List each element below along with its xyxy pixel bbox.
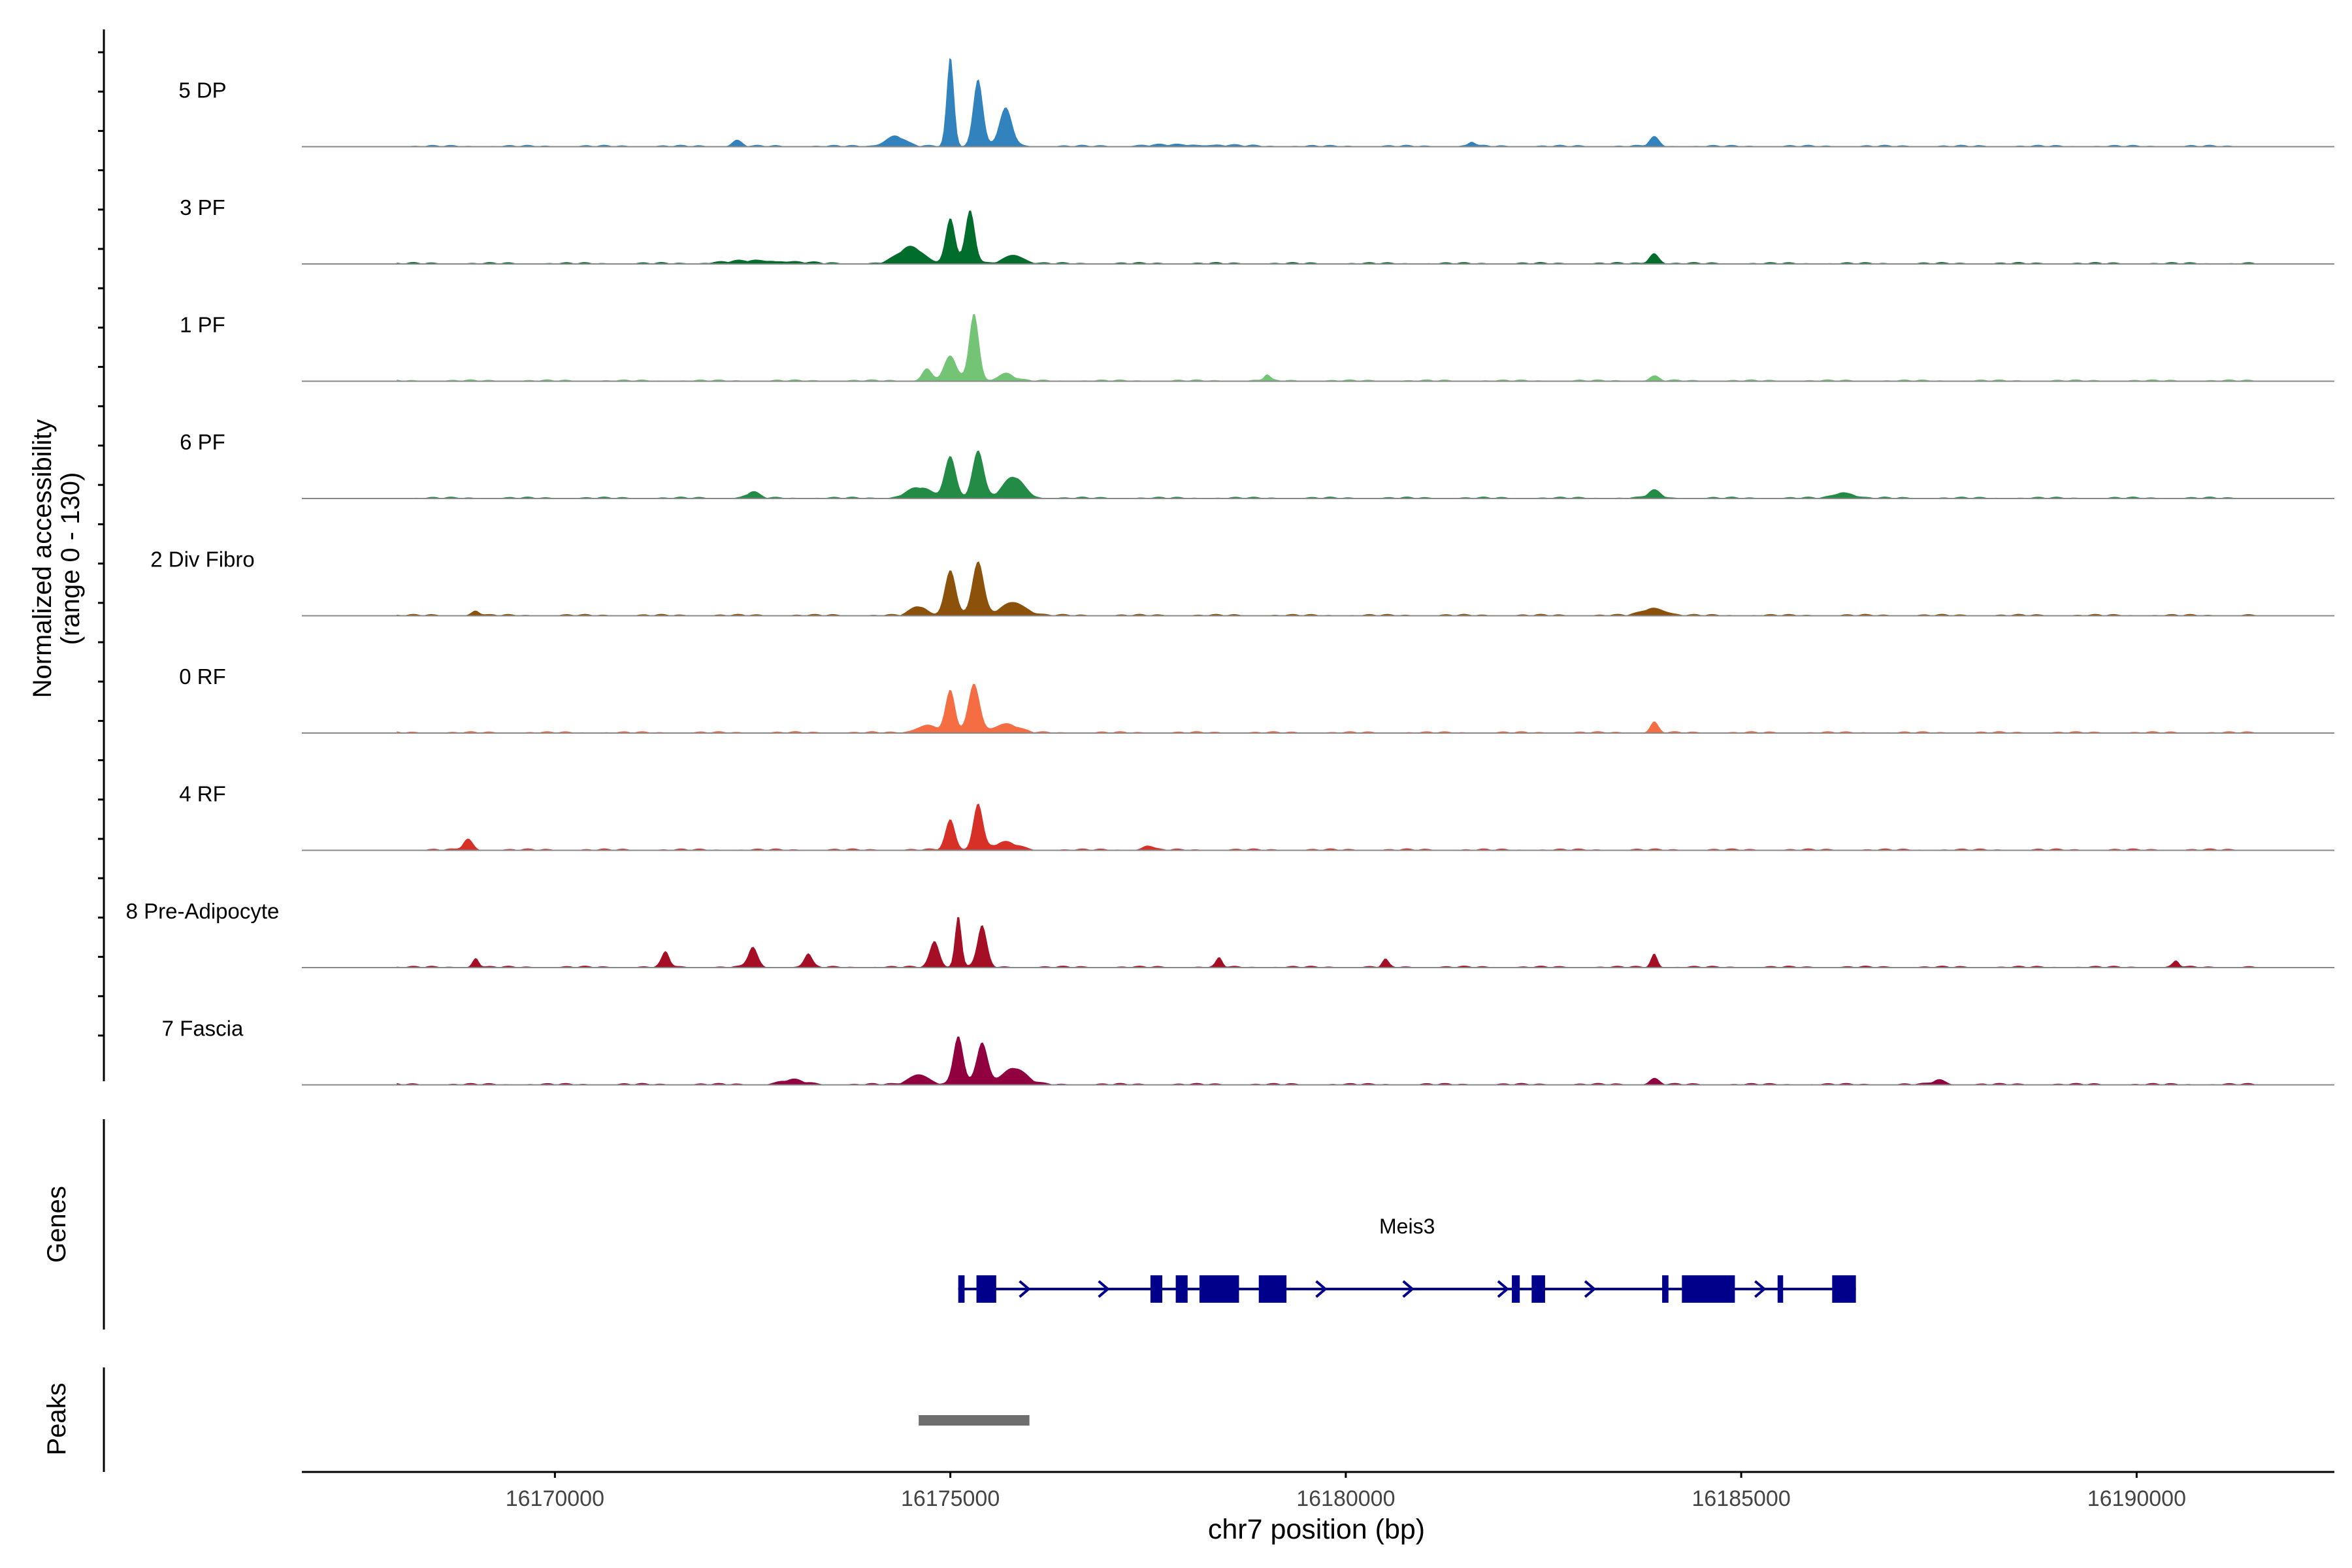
track-label: 1 PF [180,313,225,337]
genes-panel-label: Genes [42,1186,71,1263]
gene-exon [1199,1275,1239,1303]
x-axis-title: chr7 position (bp) [1208,1514,1425,1545]
x-tick-label: 16175000 [901,1486,1000,1511]
coverage-area [397,683,2255,733]
gene-strand-arrow [1098,1280,1110,1298]
track-5: 2 Div Fibro [150,547,2334,617]
coverage-area [397,1036,2255,1085]
x-tick-label: 16185000 [1691,1486,1790,1511]
gene-exon [1512,1275,1520,1303]
gene-exon [1832,1275,1856,1303]
track-1: 5 DP [178,57,2334,148]
x-tick-label: 16190000 [2087,1486,2186,1511]
track-label: 6 PF [180,430,225,454]
track-3: 1 PF [180,313,2334,382]
coverage-area [397,450,2255,498]
track-9: 7 Fascia [162,1017,2334,1086]
coverage-area [397,803,2255,851]
gene-exon [1150,1275,1163,1303]
coverage-area [397,210,2255,264]
track-label: 0 RF [179,664,226,689]
gene-strand-arrow [1019,1280,1031,1298]
track-label: 8 Pre-Adipocyte [126,899,280,923]
gene-exon [1662,1275,1669,1303]
gene-strand-arrow [1315,1280,1328,1298]
track-2: 3 PF [180,195,2334,265]
gene-exon [1682,1275,1735,1303]
gene-exon [976,1275,996,1303]
gene-exon [1777,1275,1784,1303]
gene-exon [1531,1275,1545,1303]
gene-exon [1258,1275,1287,1303]
coverage-tracks: 5 DP 3 PF 1 PF 6 PF 2 Div Fibro 0 RF 4 RF 8 Pre… [126,57,2334,1086]
peaks-panel-label: Peaks [42,1382,71,1455]
x-axis-ticks: 16170000 16175000 16180000 16185000 16190000 [506,1472,2186,1511]
y-axis-label-line2: (range 0 - 130) [56,472,85,645]
coverage-y-ticks [98,51,104,1037]
gene-exon [958,1275,965,1303]
coverage-area [397,314,2255,382]
track-8: 8 Pre-Adipocyte [126,899,2334,968]
track-label: 4 RF [179,782,226,806]
track-7: 4 RF [179,782,2334,851]
y-axis-label-line1: Normalized accessibility [28,419,57,698]
gene-strand-arrow [1754,1280,1767,1298]
coverage-area [397,561,2255,616]
track-label: 5 DP [178,78,226,103]
gene-strand-arrow [1584,1280,1597,1298]
gene-strand-arrow [1497,1280,1510,1298]
gene-name: Meis3 [1379,1215,1435,1238]
x-tick-label: 16180000 [1296,1486,1395,1511]
track-label: 7 Fascia [162,1017,244,1041]
peak-region-bar [919,1415,1030,1426]
track-6: 0 RF [179,664,2334,734]
peak-regions [919,1415,1030,1426]
track-4: 6 PF [180,430,2334,499]
track-label: 3 PF [180,195,225,220]
gene-strand-arrow [1402,1280,1414,1298]
coverage-area [397,57,2255,147]
coverage-area [397,917,2255,968]
gene-model: Meis3 [958,1215,1856,1303]
track-label: 2 Div Fibro [150,547,255,572]
gene-exon [1175,1275,1188,1303]
x-tick-label: 16170000 [506,1486,604,1511]
